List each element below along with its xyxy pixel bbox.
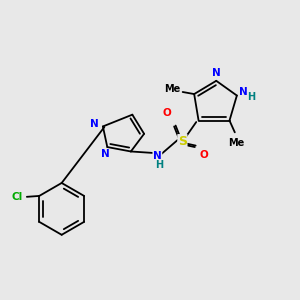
Text: Me: Me (164, 84, 181, 94)
Text: Cl: Cl (11, 192, 23, 203)
Text: S: S (178, 135, 187, 148)
Text: H: H (248, 92, 256, 102)
Text: H: H (155, 160, 163, 170)
Text: O: O (199, 150, 208, 160)
Text: N: N (101, 149, 110, 159)
Text: O: O (162, 108, 171, 118)
Text: N: N (212, 68, 220, 78)
Text: N: N (90, 119, 99, 129)
Text: N: N (239, 87, 248, 97)
Text: Me: Me (228, 138, 244, 148)
Text: N: N (153, 151, 162, 161)
